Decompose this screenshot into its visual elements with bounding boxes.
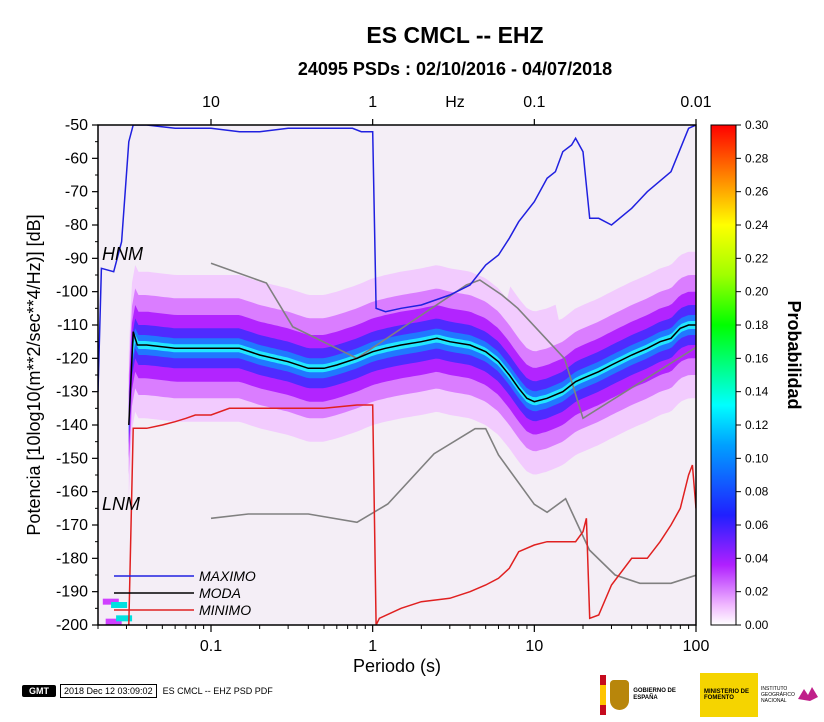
pdf-blob-0	[102, 598, 119, 605]
y-tick-label: -70	[65, 184, 88, 201]
series-line-moda	[128, 324, 696, 426]
pdf-band-2	[128, 291, 696, 459]
gov-logo: GOBIERNO DE ESPAÑA	[600, 673, 700, 717]
colorbar-ticks: 0.00 0.02 0.04 0.06 0.08 0.10 0.12 0.14 0.16 0.18…	[736, 118, 769, 632]
colorbar-tick-label: 0.14	[745, 385, 769, 399]
colorbar-tick-label: 0.18	[745, 318, 769, 332]
x-tick-label: 10	[525, 638, 543, 655]
pdf-blob-2	[105, 618, 122, 625]
series-line-minimo	[128, 404, 696, 625]
gmt-logo: GMT	[22, 685, 56, 697]
y-tick-label: -200	[56, 617, 88, 634]
crest-icon	[609, 680, 630, 710]
top-axis-unit: Hz	[445, 94, 465, 111]
x-tick-label: 1	[368, 638, 377, 655]
hnm-label: HNM	[102, 244, 143, 264]
y-tick-label: -50	[65, 117, 88, 134]
noise-models	[210, 262, 696, 585]
legend-label-maximo: MAXIMO	[199, 568, 256, 584]
colorbar-tick-label: 0.02	[745, 585, 769, 599]
colorbar-tick-label: 0.26	[745, 185, 769, 199]
y-tick-label: -140	[56, 417, 88, 434]
colorbar-tick-label: 0.20	[745, 285, 769, 299]
lnm-label: LNM	[102, 494, 140, 514]
legend-label-moda: MODA	[199, 585, 241, 601]
y-tick-label: -100	[56, 284, 88, 301]
legend-label-minimo: MINIMO	[199, 602, 251, 618]
top-tick-label: 0.1	[523, 94, 545, 111]
footer: GMT 2018 Dec 12 03:09:02 ES CMCL -- EHZ …	[22, 684, 273, 698]
colorbar-tick-label: 0.22	[745, 251, 769, 265]
legend: MAXIMO MODA MINIMO	[114, 568, 256, 618]
y-tick-label: -130	[56, 384, 88, 401]
y-tick-label: -120	[56, 350, 88, 367]
ign-mark-icon	[798, 687, 818, 701]
colorbar	[710, 124, 737, 626]
y-tick-label: -60	[65, 150, 88, 167]
model-line-hnm	[210, 262, 696, 420]
chart-subtitle: 24095 PSDs : 02/10/2016 - 04/07/2018	[298, 59, 612, 79]
y-axis: -200 -190 -180 -170 -160 -150 -140 -130 -120 -110…	[56, 117, 98, 634]
colorbar-label: Probabilidad	[784, 300, 804, 409]
colorbar-tick-label: 0.28	[745, 151, 769, 165]
top-axis: 10 1 0.1 0.01	[202, 94, 712, 125]
x-axis-label: Periodo (s)	[353, 656, 441, 676]
ign-logo: INSTITUTO GEOGRÁFICO NACIONAL	[758, 673, 822, 717]
y-tick-label: -160	[56, 484, 88, 501]
series-line-maximo	[98, 125, 696, 392]
top-tick-label: 0.01	[680, 94, 711, 111]
flag-icon	[600, 675, 606, 715]
pdf-blob-3	[116, 615, 133, 622]
x-axis: 0.1 1 10 100	[97, 625, 710, 655]
statistics-lines	[98, 125, 696, 625]
top-tick-label: 1	[368, 94, 377, 111]
chart-title: ES CMCL -- EHZ	[366, 22, 543, 48]
colorbar-tick-label: 0.08	[745, 485, 769, 499]
colorbar-tick-label: 0.24	[745, 218, 769, 232]
pdf-blob-1	[111, 602, 128, 608]
top-tick-label: 10	[202, 94, 220, 111]
timestamp: 2018 Dec 12 03:09:02	[60, 684, 157, 698]
institution-logos: GOBIERNO DE ESPAÑA MINISTERIO DE FOMENTO…	[600, 672, 822, 718]
y-tick-label: -190	[56, 584, 88, 601]
y-axis-label: Potencia [10log10(m**2/sec**4/Hz)] [dB]	[24, 214, 44, 535]
y-tick-label: -150	[56, 450, 88, 467]
pdf-band-4	[128, 315, 696, 435]
y-tick-label: -110	[57, 317, 88, 334]
colorbar-tick-label: 0.30	[745, 118, 769, 132]
y-tick-label: -180	[56, 550, 88, 567]
y-tick-label: -90	[65, 250, 88, 267]
colorbar-tick-label: 0.00	[745, 618, 769, 632]
ministry-logo: MINISTERIO DE FOMENTO	[700, 673, 758, 717]
gov-text: GOBIERNO DE ESPAÑA	[633, 688, 676, 701]
colorbar-tick-label: 0.06	[745, 518, 769, 532]
colorbar-tick-label: 0.16	[745, 351, 769, 365]
ign-text: INSTITUTO GEOGRÁFICO NACIONAL	[761, 686, 795, 704]
pdf-band-3	[128, 305, 696, 445]
y-tick-label: -170	[56, 517, 88, 534]
x-tick-label: 100	[683, 638, 710, 655]
footer-label: ES CMCL -- EHZ PSD PDF	[162, 686, 273, 696]
colorbar-tick-label: 0.04	[745, 551, 769, 565]
x-tick-label: 0.1	[200, 638, 222, 655]
colorbar-tick-label: 0.12	[745, 418, 769, 432]
model-line-lnm	[210, 427, 696, 585]
colorbar-tick-label: 0.10	[745, 451, 769, 465]
pdf-heatmap	[102, 251, 696, 625]
y-tick-label: -80	[65, 217, 88, 234]
